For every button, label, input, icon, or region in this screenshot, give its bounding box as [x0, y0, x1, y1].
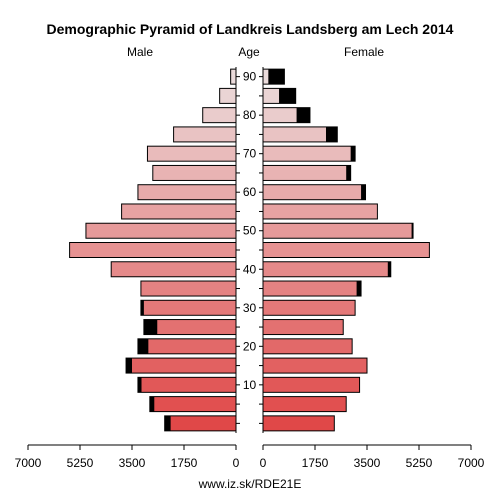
age-tick-label: 80	[243, 108, 257, 122]
male-bar-85-89	[219, 87, 237, 104]
male-bar-45-49	[69, 242, 237, 258]
male-foreign-bar-15-19	[126, 358, 132, 374]
female-x-tick-label: 5250	[406, 456, 433, 470]
male-bar-70-74	[146, 145, 237, 162]
female-foreign-bar-75-79	[325, 126, 338, 142]
female-bar-25-29	[262, 319, 344, 336]
female-bar-30-34	[262, 299, 356, 316]
male-x-tick-label: 3500	[119, 456, 146, 470]
male-bar-60-64	[137, 184, 237, 201]
female-bar-45-49	[262, 242, 430, 258]
female-bar-20-24	[262, 338, 353, 355]
male-x-tick-label: 7000	[15, 456, 42, 470]
male-bar-55-59	[121, 203, 237, 220]
female-bars	[262, 68, 430, 432]
female-foreign-bar-50-54	[411, 223, 414, 239]
male-bar-30-34	[140, 299, 237, 316]
female-bar-15-19	[262, 357, 368, 374]
male-foreign-bar-25-29	[143, 319, 158, 335]
age-tick-label: 20	[243, 339, 257, 353]
male-x-tick-label: 5250	[67, 456, 94, 470]
axes: 10 20 30 40 50 60 70 80 90 7000 5250 3500 1750 0 0 1750…	[15, 67, 485, 470]
male-bar-90+	[230, 68, 237, 85]
male-bar-15-19	[125, 357, 237, 374]
female-bar-5-9	[262, 396, 347, 413]
female-bar-70-74	[262, 145, 356, 162]
female-bar-50-54	[262, 222, 414, 239]
male-x-tick-label: 0	[233, 456, 240, 470]
male-foreign-bar-30-34	[140, 300, 144, 316]
male-bar-75-79	[173, 126, 237, 143]
age-tick-label: 90	[243, 70, 257, 84]
male-foreign-bar-10-14	[137, 377, 142, 393]
male-label: Male	[127, 45, 153, 59]
female-x-tick-label: 3500	[354, 456, 381, 470]
female-foreign-bar-70-74	[350, 146, 356, 162]
age-tick-label: 60	[243, 185, 257, 199]
female-foreign-bar-60-64	[361, 184, 366, 200]
male-bar-0-4	[164, 415, 237, 432]
female-label: Female	[344, 45, 384, 59]
female-foreign-bar-80-84	[296, 107, 310, 123]
footer-source: www.iz.sk/RDE21E	[198, 477, 302, 491]
male-bar-5-9	[149, 396, 237, 413]
female-foreign-bar-35-39	[356, 281, 362, 297]
female-bar-0-4	[262, 415, 335, 432]
female-x-tick-label: 1750	[302, 456, 329, 470]
male-x-tick-label: 1750	[171, 456, 198, 470]
male-bar-25-29	[143, 319, 237, 336]
female-x-tick-label: 7000	[458, 456, 485, 470]
male-foreign-bar-0-4	[164, 415, 171, 431]
female-bar-10-14	[262, 376, 361, 393]
female-foreign-bar-90+	[268, 69, 285, 85]
age-tick-label: 10	[243, 378, 257, 392]
female-foreign-bar-65-69	[346, 165, 351, 181]
age-tick-label: 40	[243, 262, 257, 276]
female-bar-35-39	[262, 280, 362, 297]
male-bar-10-14	[137, 376, 237, 393]
male-bar-50-54	[85, 222, 237, 239]
male-foreign-bar-20-24	[137, 338, 149, 354]
female-x-tick-label: 0	[260, 456, 267, 470]
male-bar-20-24	[137, 338, 237, 355]
female-bar-65-69	[262, 164, 352, 181]
age-tick-label: 70	[243, 147, 257, 161]
female-bar-40-44	[262, 261, 392, 278]
chart-title: Demographic Pyramid of Landkreis Landsbe…	[47, 21, 454, 37]
female-bar-60-64	[262, 184, 367, 201]
age-tick-label: 30	[243, 301, 257, 315]
female-foreign-bar-40-44	[387, 261, 391, 277]
male-bar-80-84	[202, 107, 237, 124]
male-bar-35-39	[140, 280, 237, 297]
male-foreign-bar-5-9	[149, 396, 155, 412]
male-bars	[69, 68, 237, 432]
male-bar-40-44	[110, 261, 237, 278]
male-bar-65-69	[152, 164, 237, 181]
female-bar-55-59	[262, 203, 378, 220]
age-tick-label: 50	[243, 224, 257, 238]
age-label: Age	[238, 45, 260, 59]
female-foreign-bar-85-89	[279, 88, 296, 104]
